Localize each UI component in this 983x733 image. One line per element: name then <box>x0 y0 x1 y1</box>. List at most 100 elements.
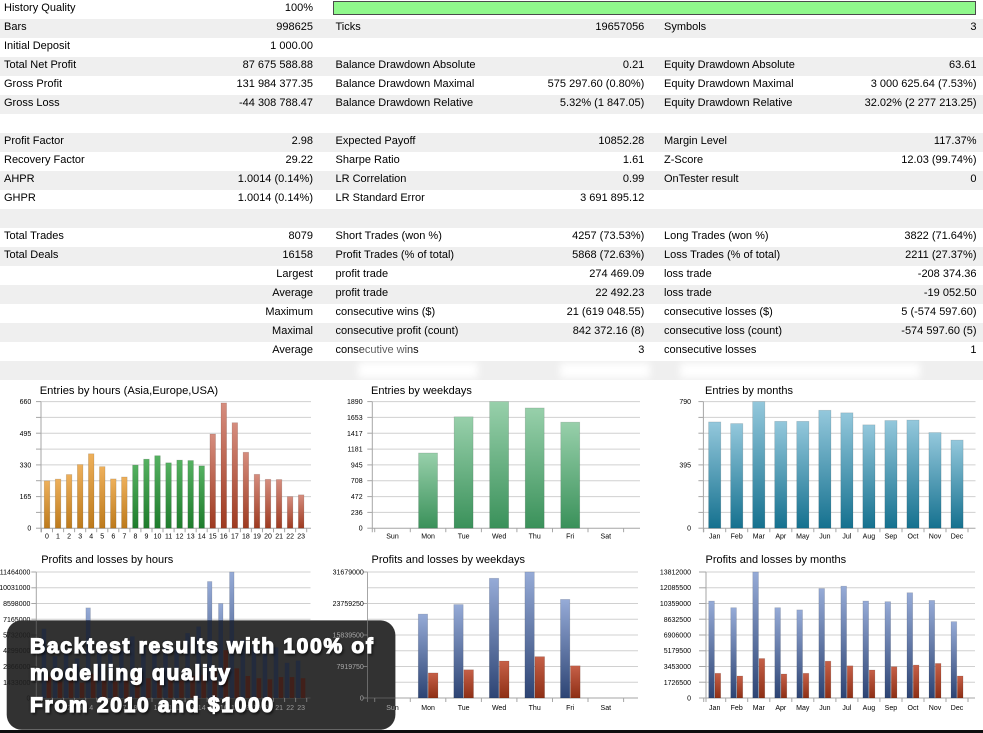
svg-text:395: 395 <box>679 462 691 469</box>
svg-text:Aug: Aug <box>863 534 876 541</box>
svg-text:Thu: Thu <box>529 705 541 712</box>
svg-text:Entries by weekdays: Entries by weekdays <box>371 385 472 397</box>
svg-text:Sun: Sun <box>386 534 399 541</box>
svg-text:Jul: Jul <box>842 534 851 541</box>
svg-text:Oct: Oct <box>908 705 919 712</box>
svg-text:11: 11 <box>165 534 172 541</box>
svg-text:15: 15 <box>209 534 217 541</box>
svg-text:Sat: Sat <box>601 534 612 541</box>
svg-text:Jan: Jan <box>709 534 720 541</box>
svg-text:5732000: 5732000 <box>3 633 30 640</box>
svg-text:23: 23 <box>297 534 305 541</box>
svg-text:Apr: Apr <box>775 534 787 541</box>
svg-text:10: 10 <box>154 534 162 541</box>
svg-text:Fri: Fri <box>566 705 575 712</box>
svg-text:1: 1 <box>56 705 60 712</box>
svg-text:12085500: 12085500 <box>660 585 691 592</box>
svg-text:Entries by hours (Asia,Europe,: Entries by hours (Asia,Europe,USA) <box>40 385 219 397</box>
svg-text:Tue: Tue <box>458 534 470 541</box>
svg-text:5: 5 <box>100 705 104 712</box>
svg-text:10: 10 <box>154 705 162 712</box>
svg-text:13: 13 <box>187 705 195 712</box>
svg-text:0: 0 <box>360 696 364 703</box>
svg-text:Jul: Jul <box>842 705 851 712</box>
svg-text:7165000: 7165000 <box>3 617 30 624</box>
svg-text:19: 19 <box>253 705 261 712</box>
svg-text:15839500: 15839500 <box>333 633 364 640</box>
svg-text:13: 13 <box>187 534 195 541</box>
svg-text:0: 0 <box>687 696 691 703</box>
svg-text:Tue: Tue <box>458 705 470 712</box>
svg-text:7919750: 7919750 <box>337 664 364 671</box>
svg-text:Sun: Sun <box>386 705 399 712</box>
svg-text:0: 0 <box>45 705 49 712</box>
svg-text:8: 8 <box>133 705 137 712</box>
svg-text:2: 2 <box>67 705 71 712</box>
svg-text:945: 945 <box>351 462 363 469</box>
svg-text:Jun: Jun <box>819 534 830 541</box>
svg-text:4: 4 <box>89 534 93 541</box>
svg-text:7: 7 <box>122 705 126 712</box>
svg-text:21: 21 <box>275 705 283 712</box>
svg-text:7: 7 <box>122 534 126 541</box>
svg-text:10359000: 10359000 <box>660 601 691 608</box>
svg-text:6: 6 <box>111 534 115 541</box>
svg-text:Nov: Nov <box>929 534 942 541</box>
svg-text:11: 11 <box>165 705 172 712</box>
svg-text:Mar: Mar <box>753 705 766 712</box>
svg-text:Mar: Mar <box>753 534 766 541</box>
svg-text:Wed: Wed <box>492 534 506 541</box>
svg-text:0: 0 <box>359 526 363 533</box>
svg-text:Sat: Sat <box>601 705 612 712</box>
svg-text:Thu: Thu <box>529 534 541 541</box>
svg-text:15: 15 <box>209 705 217 712</box>
svg-text:330: 330 <box>20 462 32 469</box>
svg-text:Profits and losses by months: Profits and losses by months <box>706 554 847 566</box>
svg-text:5179500: 5179500 <box>664 648 691 655</box>
svg-text:Feb: Feb <box>731 705 743 712</box>
svg-text:Wed: Wed <box>492 705 506 712</box>
svg-text:4299000: 4299000 <box>3 648 30 655</box>
svg-text:18: 18 <box>242 534 250 541</box>
svg-text:9: 9 <box>144 705 148 712</box>
svg-text:Mon: Mon <box>421 705 435 712</box>
svg-text:Sep: Sep <box>885 705 898 712</box>
svg-text:1181: 1181 <box>348 447 363 454</box>
svg-text:Profits and losses by hours: Profits and losses by hours <box>41 554 174 566</box>
svg-text:236: 236 <box>351 510 363 517</box>
svg-text:May: May <box>796 705 810 712</box>
svg-text:0: 0 <box>45 534 49 541</box>
svg-text:9: 9 <box>144 534 148 541</box>
svg-text:495: 495 <box>20 431 32 438</box>
svg-text:21: 21 <box>275 534 283 541</box>
svg-text:2: 2 <box>67 534 71 541</box>
svg-text:Profits and losses by weekdays: Profits and losses by weekdays <box>372 554 526 566</box>
svg-text:Oct: Oct <box>908 534 919 541</box>
svg-text:Dec: Dec <box>951 705 964 712</box>
svg-text:12: 12 <box>176 705 184 712</box>
svg-text:0: 0 <box>687 526 691 533</box>
svg-text:23: 23 <box>297 705 305 712</box>
svg-text:Fri: Fri <box>566 534 575 541</box>
svg-text:31679000: 31679000 <box>333 570 364 577</box>
svg-text:Nov: Nov <box>929 705 942 712</box>
svg-text:17: 17 <box>231 534 239 541</box>
svg-text:0: 0 <box>26 696 30 703</box>
svg-text:Entries by months: Entries by months <box>705 385 794 397</box>
svg-text:20: 20 <box>264 534 272 541</box>
svg-text:12: 12 <box>176 534 184 541</box>
svg-text:Apr: Apr <box>775 705 787 712</box>
svg-text:8598000: 8598000 <box>3 601 30 608</box>
svg-text:May: May <box>796 534 810 541</box>
svg-text:19: 19 <box>253 534 261 541</box>
svg-text:472: 472 <box>351 494 363 501</box>
svg-text:Dec: Dec <box>951 534 964 541</box>
svg-text:2866000: 2866000 <box>3 664 30 671</box>
svg-text:1433000: 1433000 <box>3 680 30 687</box>
svg-text:Sep: Sep <box>885 534 898 541</box>
svg-text:13812000: 13812000 <box>660 570 691 577</box>
svg-text:1653: 1653 <box>347 415 363 422</box>
svg-text:4: 4 <box>89 705 93 712</box>
svg-text:3453000: 3453000 <box>664 664 691 671</box>
svg-text:Aug: Aug <box>863 705 876 712</box>
